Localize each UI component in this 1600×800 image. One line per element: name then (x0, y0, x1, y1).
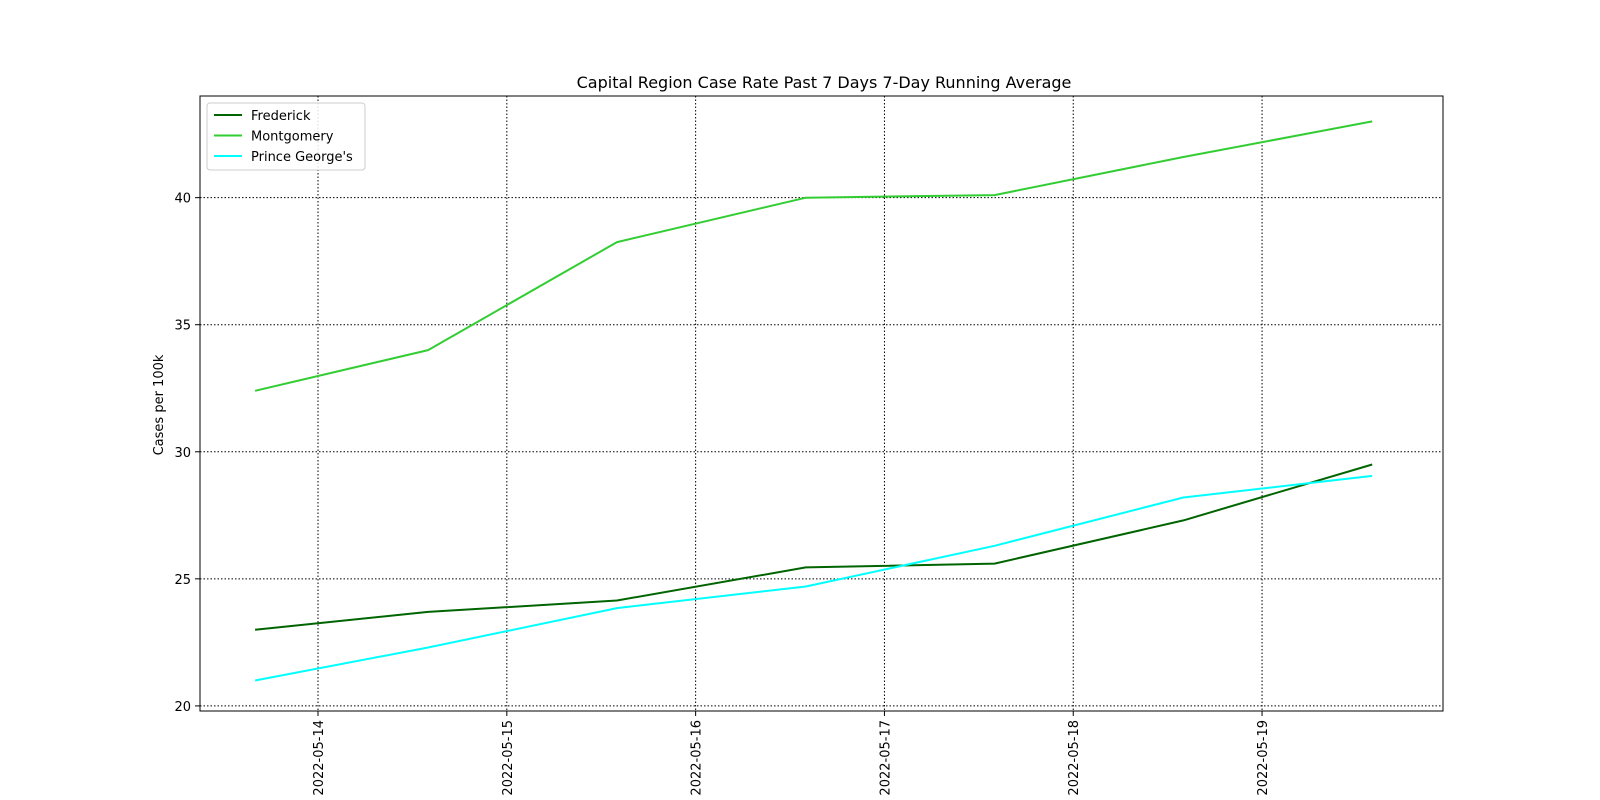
x-tick-label: 2022-05-16 (690, 720, 705, 796)
y-axis-label: Cases per 100k (152, 354, 167, 455)
x-tick-label: 2022-05-15 (501, 720, 516, 796)
legend-label: Montgomery (251, 130, 334, 145)
legend-label: Frederick (251, 109, 311, 124)
series-line-montgomery (254, 120, 1373, 392)
y-tick-label: 40 (174, 192, 191, 207)
legend: Frederick Montgomery Prince George's (206, 102, 366, 171)
x-axis-ticks: 2022-05-14 2022-05-15 2022-05-16 2022-05-17… (312, 711, 1271, 796)
y-axis-ticks: 20 25 30 35 40 (174, 192, 200, 715)
legend-label: Prince George's (251, 150, 353, 165)
x-tick-label: 2022-05-17 (878, 720, 893, 796)
x-tick-label: 2022-05-18 (1067, 720, 1082, 796)
x-tick-label: 2022-05-14 (312, 720, 327, 796)
y-tick-label: 35 (174, 319, 191, 334)
legend-box (206, 102, 366, 171)
plot-frame (199, 95, 1444, 712)
y-tick-label: 20 (174, 700, 191, 715)
series-line-frederick (254, 463, 1373, 631)
chart-title: Capital Region Case Rate Past 7 Days 7-D… (577, 73, 1072, 92)
x-tick-label: 2022-05-19 (1256, 720, 1271, 796)
series-lines (254, 120, 1373, 682)
grid (200, 96, 1443, 711)
y-tick-label: 25 (174, 573, 191, 588)
y-tick-label: 30 (174, 446, 191, 461)
series-line-prince-george-s (254, 474, 1373, 682)
